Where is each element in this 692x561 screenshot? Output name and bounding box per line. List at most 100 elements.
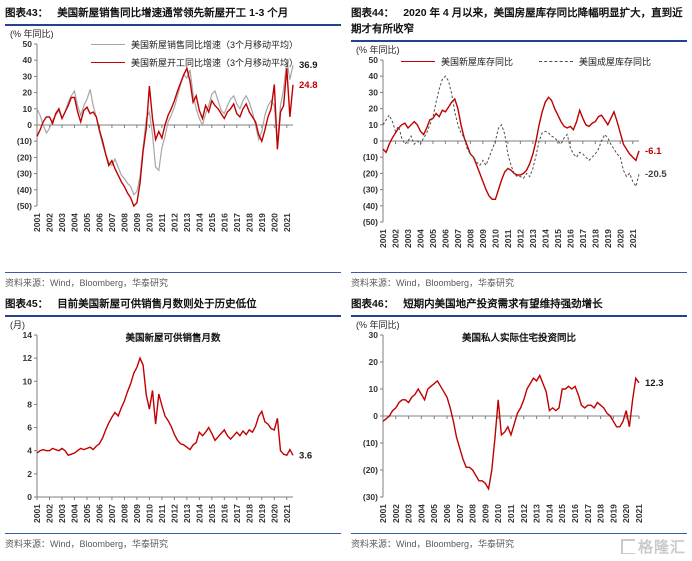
svg-text:12: 12	[23, 353, 33, 363]
figure-45-title: 目前美国新屋可供销售月数则处于历史低位	[57, 298, 257, 310]
svg-text:(30): (30)	[363, 184, 378, 194]
chart-44-legend: 美国新屋库存同比 美国成屋库存同比	[401, 55, 651, 68]
svg-text:2021: 2021	[628, 228, 638, 247]
source-text: 资料来源：Wind，Bloomberg，华泰研究	[351, 278, 515, 288]
source-text: 资料来源：Wind，Bloomberg，华泰研究	[5, 278, 169, 288]
svg-text:6: 6	[27, 422, 32, 432]
figure-45-footer: 资料来源：Wind，Bloomberg，华泰研究	[5, 533, 341, 550]
svg-text:2010: 2010	[493, 504, 503, 523]
svg-text:30: 30	[369, 87, 379, 97]
figure-46-header: 图表46： 短期内美国地产投资需求有望维持强劲增长	[351, 297, 687, 317]
svg-text:2011: 2011	[157, 213, 167, 232]
svg-text:2013: 2013	[182, 213, 192, 232]
svg-text:2016: 2016	[565, 228, 575, 247]
legend-swatch-dark-dashed	[539, 60, 574, 62]
svg-text:2007: 2007	[107, 504, 117, 523]
svg-text:2011: 2011	[506, 504, 516, 523]
svg-text:0: 0	[27, 120, 32, 130]
gelonghui-watermark: 格隆汇	[620, 536, 686, 557]
svg-text:2017: 2017	[232, 213, 242, 232]
svg-text:2005: 2005	[82, 213, 92, 232]
svg-text:2018: 2018	[244, 213, 254, 232]
svg-text:2019: 2019	[257, 504, 267, 523]
svg-text:30: 30	[23, 71, 33, 81]
chart-46-y-axis-unit: (% 年同比)	[356, 319, 400, 330]
chart-45-y-axis-unit: (月)	[10, 319, 25, 330]
legend-swatch-red-solid	[401, 60, 435, 62]
figure-45-header: 图表45： 目前美国新屋可供销售月数则处于历史低位	[5, 297, 341, 317]
svg-text:2009: 2009	[480, 504, 490, 523]
svg-text:2008: 2008	[119, 213, 129, 232]
svg-text:2014: 2014	[544, 504, 554, 523]
svg-text:2013: 2013	[182, 504, 192, 523]
svg-text:2007: 2007	[453, 228, 463, 247]
figure-46-label: 图表46：	[351, 298, 395, 310]
svg-text:(20): (20)	[363, 465, 378, 475]
svg-text:10: 10	[369, 384, 379, 394]
svg-text:2021: 2021	[282, 213, 292, 232]
svg-text:0: 0	[373, 136, 378, 146]
svg-text:2015: 2015	[207, 504, 217, 523]
svg-text:0: 0	[27, 492, 32, 502]
svg-text:12.3: 12.3	[645, 378, 664, 389]
svg-text:2020: 2020	[269, 504, 279, 523]
svg-text:2009: 2009	[478, 228, 488, 247]
svg-text:3.6: 3.6	[299, 450, 312, 461]
svg-text:2013: 2013	[528, 228, 538, 247]
svg-text:2001: 2001	[378, 504, 388, 523]
svg-text:(30): (30)	[17, 168, 32, 178]
svg-text:2001: 2001	[32, 504, 42, 523]
svg-text:2009: 2009	[132, 213, 142, 232]
svg-text:2020: 2020	[269, 213, 279, 232]
svg-text:2009: 2009	[132, 504, 142, 523]
chart-46-body: (% 年同比) 美国私人实际住宅投资同比 30 20 10 0 (10) (20) (30)…	[351, 317, 687, 527]
svg-text:2013: 2013	[532, 504, 542, 523]
svg-text:2002: 2002	[391, 504, 401, 523]
svg-text:2006: 2006	[94, 504, 104, 523]
svg-text:(40): (40)	[17, 185, 32, 195]
svg-text:-6.1: -6.1	[645, 145, 662, 156]
svg-text:2021: 2021	[282, 504, 292, 523]
svg-text:2003: 2003	[57, 504, 67, 523]
figure-46-panel: 图表46： 短期内美国地产投资需求有望维持强劲增长 (% 年同比) 美国私人实际住…	[351, 297, 687, 550]
svg-text:(20): (20)	[363, 168, 378, 178]
legend-item: 美国新屋销售同比增速（3个月移动平均）	[91, 38, 298, 51]
svg-text:2003: 2003	[403, 228, 413, 247]
svg-text:2020: 2020	[621, 504, 631, 523]
figure-44-header: 图表44： 2020 年 4 月以来，美国房屋库存同比降幅明显扩大，直到近期才有所…	[351, 6, 687, 42]
svg-text:14: 14	[23, 331, 33, 340]
svg-text:2012: 2012	[519, 504, 529, 523]
svg-text:2001: 2001	[32, 213, 42, 232]
chart-44-y-axis-unit: (% 年同比)	[356, 44, 400, 55]
svg-text:2003: 2003	[404, 504, 414, 523]
svg-text:24.8: 24.8	[299, 80, 318, 91]
svg-text:2015: 2015	[553, 228, 563, 247]
svg-text:2019: 2019	[608, 504, 618, 523]
svg-text:2018: 2018	[244, 504, 254, 523]
figure-43-panel: 图表43： 美国新屋销售同比增速通常领先新屋开工 1-3 个月 (% 年同比) 美…	[5, 6, 341, 289]
svg-text:40: 40	[23, 55, 33, 65]
svg-text:(10): (10)	[17, 136, 32, 146]
svg-text:(20): (20)	[17, 152, 32, 162]
svg-text:2001: 2001	[378, 228, 388, 247]
legend-swatch-gray-solid	[91, 43, 125, 45]
svg-text:2020: 2020	[615, 228, 625, 247]
source-text: 资料来源：Wind，Bloomberg，华泰研究	[5, 539, 169, 549]
svg-text:4: 4	[27, 445, 32, 455]
svg-text:2014: 2014	[194, 213, 204, 232]
figure-45-panel: 图表45： 目前美国新屋可供销售月数则处于历史低位 (月) 美国新屋可供销售月数 …	[5, 297, 341, 550]
svg-text:2: 2	[27, 469, 32, 479]
svg-text:50: 50	[23, 40, 33, 49]
svg-text:2015: 2015	[207, 213, 217, 232]
legend-swatch-red-solid	[91, 61, 125, 63]
svg-text:2002: 2002	[45, 504, 55, 523]
svg-text:2010: 2010	[490, 228, 500, 247]
chart-46-series-title: 美国私人实际住宅投资同比	[461, 332, 576, 344]
svg-text:2021: 2021	[634, 504, 644, 523]
legend-item: 美国新屋库存同比	[401, 55, 513, 68]
chart-44-body: (% 年同比) 美国新屋库存同比 美国成屋库存同比 50 40 30 20 10 0 (10)…	[351, 42, 687, 252]
